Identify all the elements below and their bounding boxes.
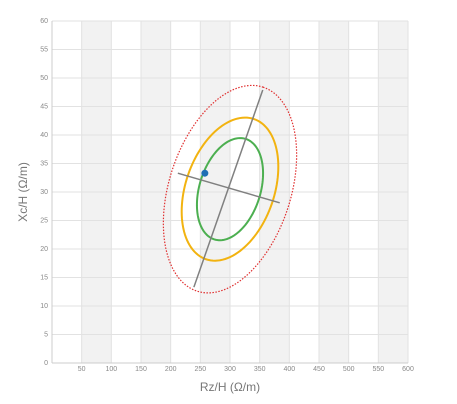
x-tick-label: 100 <box>105 366 117 373</box>
x-tick-label: 300 <box>224 366 236 373</box>
y-tick-label: 45 <box>40 103 48 110</box>
y-tick-label: 10 <box>40 303 48 310</box>
y-tick-label: 40 <box>40 132 48 139</box>
y-tick-label: 25 <box>40 217 48 224</box>
y-tick-label: 15 <box>40 274 48 281</box>
ellipse <box>180 116 280 262</box>
x-tick-label: 400 <box>283 366 295 373</box>
y-tick-label: 0 <box>44 360 48 367</box>
ellipse-axis <box>177 172 280 204</box>
x-axis-title: Rz/H (Ω/m) <box>200 380 260 394</box>
x-tick-label: 200 <box>165 366 177 373</box>
x-tick-label: 50 <box>78 366 86 373</box>
y-tick-label: 5 <box>44 331 48 338</box>
y-tick-label: 30 <box>40 189 48 196</box>
y-tick-label: 35 <box>40 160 48 167</box>
x-tick-label: 600 <box>402 366 414 373</box>
point <box>201 169 209 177</box>
x-tick-label: 450 <box>313 366 325 373</box>
x-tick-label: 500 <box>343 366 355 373</box>
ellipse <box>195 137 265 242</box>
y-tick-label: 20 <box>40 246 48 253</box>
y-axis-title: Xc/H (Ω/m) <box>16 162 30 222</box>
y-tick-label: 50 <box>40 75 48 82</box>
y-tick-label: 55 <box>40 46 48 53</box>
x-tick-label: 250 <box>194 366 206 373</box>
x-tick-label: 150 <box>135 366 147 373</box>
y-tick-label: 60 <box>40 18 48 25</box>
x-tick-label: 350 <box>254 366 266 373</box>
x-tick-label: 550 <box>372 366 384 373</box>
